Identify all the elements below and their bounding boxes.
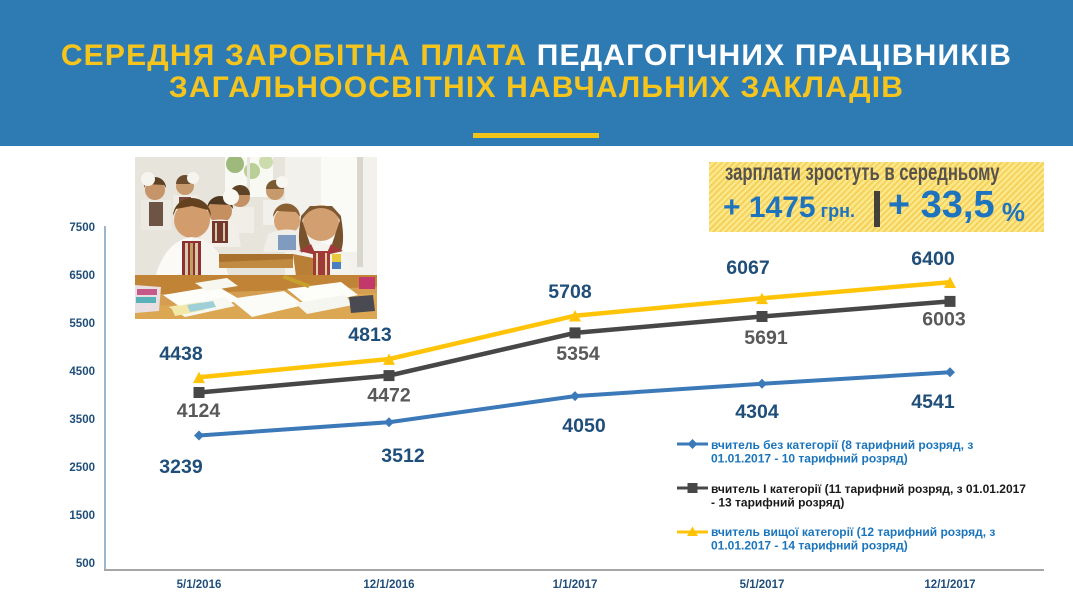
svg-text:12/1/2016: 12/1/2016 (363, 579, 414, 591)
svg-text:5/1/2016: 5/1/2016 (177, 579, 222, 591)
svg-text:12/1/2017: 12/1/2017 (924, 579, 975, 591)
svg-text:5/1/2017: 5/1/2017 (740, 579, 785, 591)
svg-text:5354: 5354 (556, 343, 600, 365)
svg-text:6067: 6067 (726, 257, 769, 279)
svg-text:5691: 5691 (744, 327, 788, 349)
svg-text:5708: 5708 (548, 281, 592, 303)
svg-text:4438: 4438 (159, 343, 203, 365)
svg-text:4050: 4050 (562, 415, 606, 437)
svg-text:1/1/2017: 1/1/2017 (553, 579, 598, 591)
svg-text:01.01.2017 - 10 тарифний розря: 01.01.2017 - 10 тарифний розряд) (711, 451, 908, 465)
svg-text:01.01.2017 - 14 тарифний розря: 01.01.2017 - 14 тарифний розряд) (711, 538, 908, 552)
svg-text:7500: 7500 (69, 222, 95, 234)
svg-text:4500: 4500 (69, 366, 95, 378)
svg-text:2500: 2500 (69, 462, 95, 474)
svg-text:вчитель І категорії (11 тарифн: вчитель І категорії (11 тарифний розряд,… (711, 482, 1026, 496)
svg-text:- 13 тарифний розряд): - 13 тарифний розряд) (711, 495, 844, 509)
svg-text:4541: 4541 (911, 391, 955, 413)
svg-text:5500: 5500 (69, 318, 95, 330)
svg-text:500: 500 (76, 558, 95, 570)
svg-text:4304: 4304 (735, 401, 779, 423)
svg-text:6500: 6500 (69, 270, 95, 282)
svg-text:6400: 6400 (911, 248, 955, 270)
svg-text:4124: 4124 (177, 400, 221, 422)
svg-text:1500: 1500 (69, 510, 95, 522)
svg-text:вчитель вищої категорії (12 та: вчитель вищої категорії (12 тарифний роз… (711, 525, 995, 539)
svg-text:3239: 3239 (159, 456, 203, 478)
svg-text:6003: 6003 (922, 309, 966, 331)
svg-text:4813: 4813 (348, 324, 392, 346)
svg-text:3500: 3500 (69, 414, 95, 426)
svg-text:вчитель без категорії (8 тариф: вчитель без категорії (8 тарифний розряд… (711, 438, 973, 452)
svg-text:3512: 3512 (381, 445, 425, 467)
svg-text:4472: 4472 (367, 385, 411, 407)
